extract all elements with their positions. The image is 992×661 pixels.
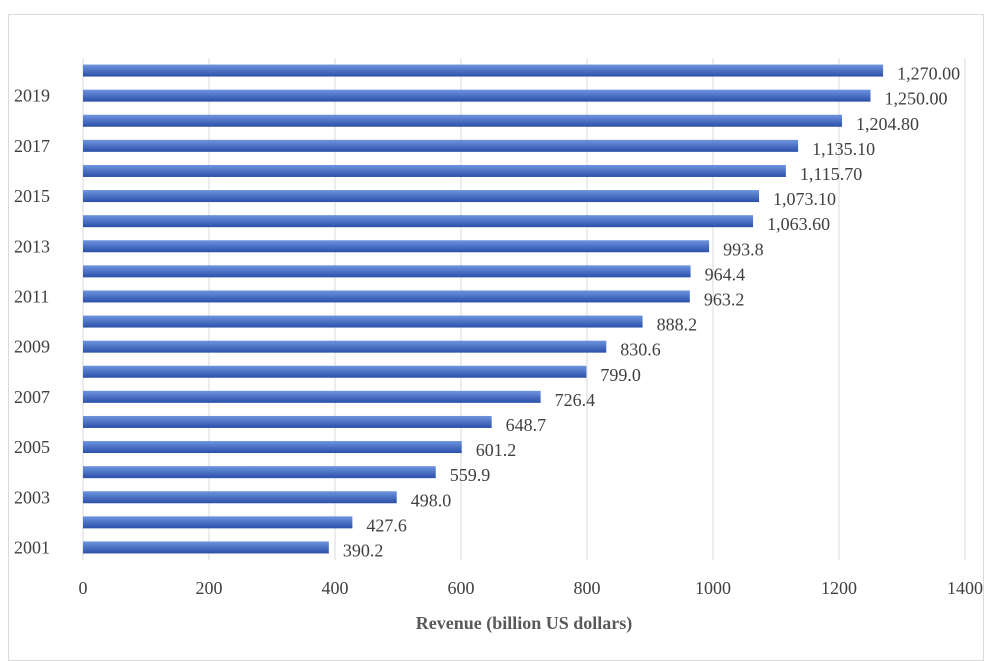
value-label-2001: 390.2 [343,540,384,560]
bar-2018 [83,114,843,127]
year-label-2015: 2015 [14,186,50,206]
x-tick-label: 800 [574,578,601,598]
year-label-2001: 2001 [14,537,50,557]
bar-2004 [83,466,436,479]
value-label-2012: 964.4 [705,264,746,284]
bar-2015 [83,190,760,203]
year-label-2017: 2017 [14,136,50,156]
x-tick-label: 600 [448,578,475,598]
x-tick-label: 0 [79,578,88,598]
year-label-2005: 2005 [14,437,50,457]
year-label-2003: 2003 [14,487,50,507]
year-label-2013: 2013 [14,236,50,256]
bar-2017 [83,139,799,152]
bar-2006 [83,415,492,428]
bar-2008 [83,365,587,378]
x-tick-label: 1000 [695,578,731,598]
x-tick-label: 200 [196,578,223,598]
value-label-2011: 963.2 [704,289,745,309]
value-label-2020: 1,270.00 [897,64,960,84]
value-label-2006: 648.7 [506,415,547,435]
value-label-2005: 601.2 [476,440,516,460]
bar-2003 [83,491,397,504]
year-label-2019: 2019 [14,86,50,106]
gridlines [82,58,966,560]
bar-2002 [83,516,353,529]
value-label-2013: 993.8 [723,239,764,259]
bar-2014 [83,215,754,228]
x-axis-ticks: 0 200 400 600 800 1000 1200 1400 [79,578,984,598]
value-label-2003: 498.0 [411,490,452,510]
x-tick-label: 1200 [821,578,857,598]
bar-2011 [83,290,690,303]
bar-2019 [83,89,871,102]
x-axis-title: Revenue (billion US dollars) [416,613,633,634]
value-label-2002: 427.6 [366,515,407,535]
bar-2007 [83,390,541,403]
value-label-2008: 799.0 [600,365,641,385]
value-label-2018: 1,204.80 [856,114,919,134]
value-label-2017: 1,135.10 [812,139,875,159]
value-label-2007: 726.4 [555,390,596,410]
year-label-2009: 2009 [14,337,50,357]
bar-2012 [83,265,691,278]
value-label-2004: 559.9 [450,465,491,485]
bar-2016 [83,164,786,177]
value-label-2010: 888.2 [657,315,698,335]
x-tick-label: 1400 [947,578,983,598]
x-tick-label: 400 [322,578,349,598]
value-label-2014: 1,063.60 [767,214,830,234]
value-label-2015: 1,073.10 [773,189,836,209]
bars [83,64,884,554]
year-labels: 2001 2003 2005 2007 2009 2011 2013 2015 2017 2019 [14,86,50,558]
bar-2013 [83,240,710,253]
value-label-2009: 830.6 [620,340,661,360]
value-label-2016: 1,115.70 [800,164,862,184]
year-label-2011: 2011 [14,286,49,306]
bar-2009 [83,340,607,353]
bar-2001 [83,541,329,554]
bar-2010 [83,315,643,328]
year-label-2007: 2007 [14,387,50,407]
bar-2020 [83,64,884,77]
value-label-2019: 1,250.00 [885,89,948,109]
bar-2005 [83,441,462,454]
